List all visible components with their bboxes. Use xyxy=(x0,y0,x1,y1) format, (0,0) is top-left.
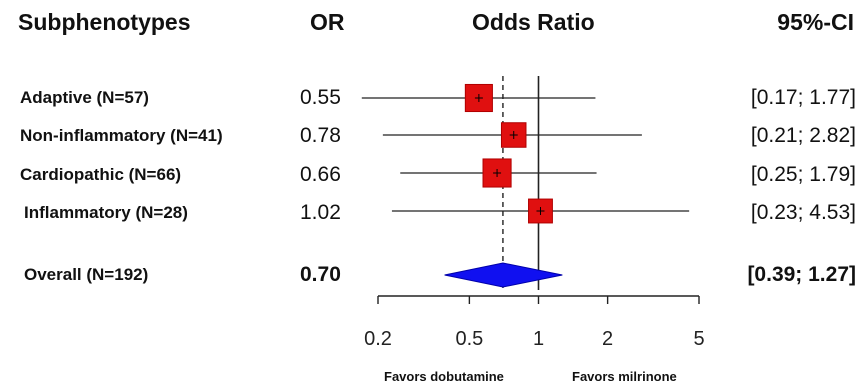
overall-ci: [0.39; 1.27] xyxy=(747,263,856,286)
x-tick-label: 0.2 xyxy=(364,328,392,350)
row-or: 0.66 xyxy=(300,163,341,186)
row-label: Cardiopathic (N=66) xyxy=(20,165,182,184)
row-label: Inflammatory (N=28) xyxy=(24,203,188,222)
row-ci: [0.21; 2.82] xyxy=(750,124,856,147)
x-tick-label: 1 xyxy=(533,328,544,350)
header-subphenotypes: Subphenotypes xyxy=(18,9,191,35)
x-tick-label: 2 xyxy=(602,328,613,350)
row-or: 0.55 xyxy=(300,86,341,109)
row-ci: [0.17; 1.77] xyxy=(750,86,856,109)
overall-label: Overall (N=192) xyxy=(24,265,149,284)
row-or: 1.02 xyxy=(300,201,341,224)
overall-diamond xyxy=(444,262,563,288)
row-or: 0.78 xyxy=(300,124,341,147)
overall-or: 0.70 xyxy=(300,263,341,286)
header-ci: 95%-CI xyxy=(777,9,854,35)
row-ci: [0.25; 1.79] xyxy=(750,163,856,186)
favors-right-label: Favors milrinone xyxy=(572,369,677,384)
x-tick-label: 0.5 xyxy=(455,328,483,350)
header-odds-ratio: Odds Ratio xyxy=(472,9,595,35)
row-ci: [0.23; 4.53] xyxy=(750,201,856,224)
or-square xyxy=(482,158,512,188)
favors-left-label: Favors dobutamine xyxy=(384,369,504,384)
x-tick-label: 5 xyxy=(693,328,704,350)
row-label: Adaptive (N=57) xyxy=(20,88,149,107)
header-or: OR xyxy=(310,9,345,35)
row-label: Non-inflammatory (N=41) xyxy=(20,126,223,145)
